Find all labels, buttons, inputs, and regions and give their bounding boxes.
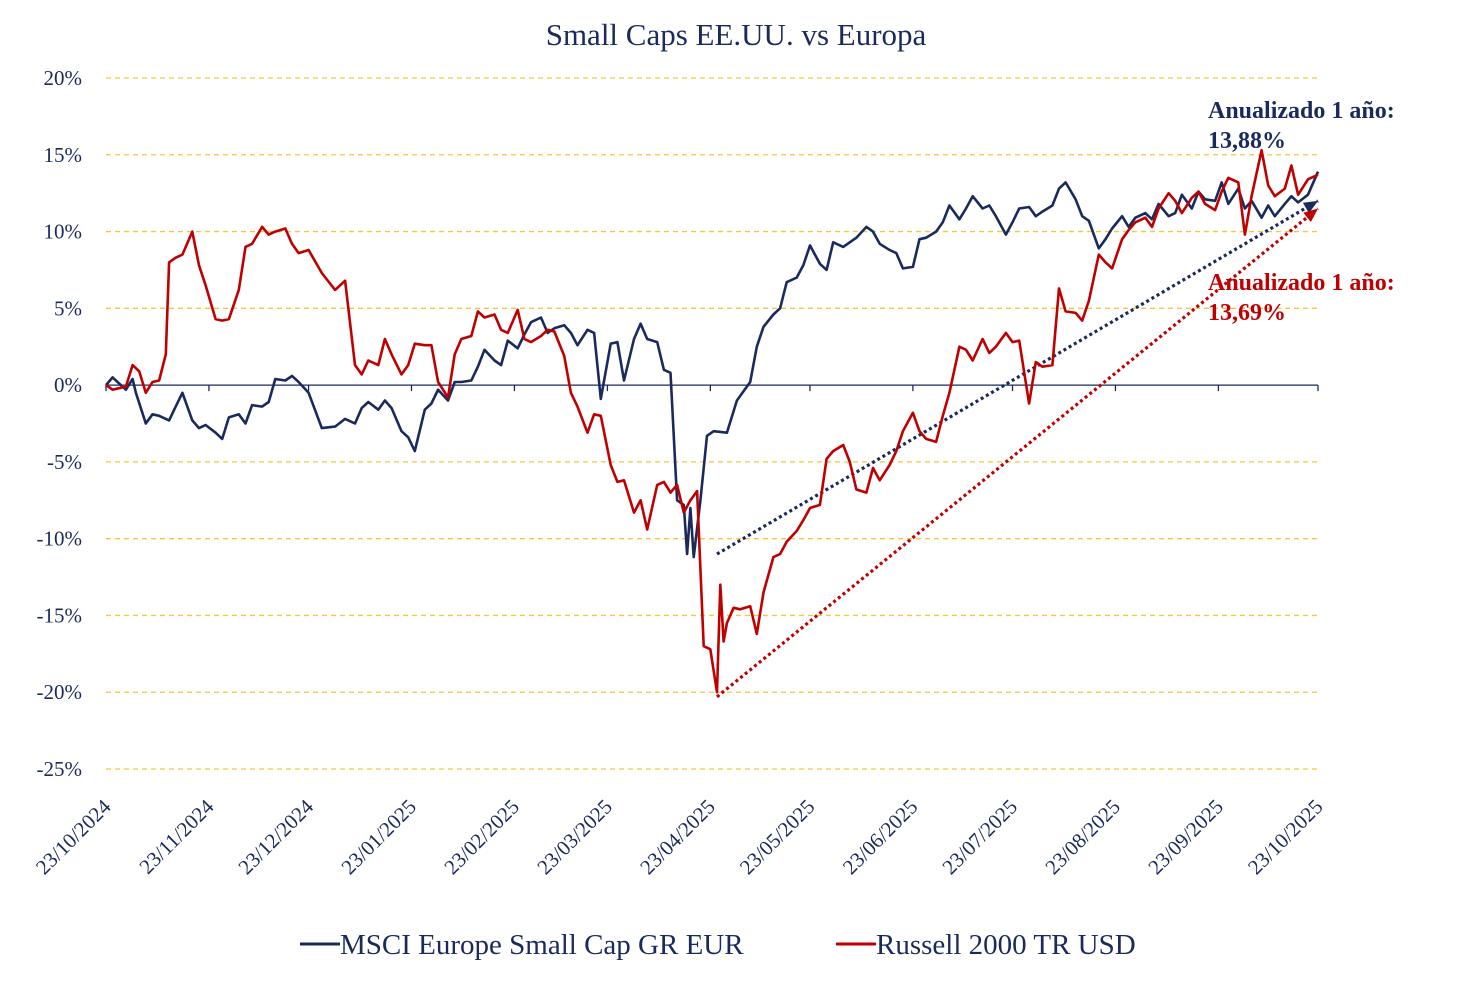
x-tick-label: 23/01/2025 bbox=[336, 795, 421, 880]
chart-title: Small Caps EE.UU. vs Europa bbox=[546, 17, 927, 52]
y-tick-label: -25% bbox=[37, 757, 83, 781]
annotation-value: 13,88% bbox=[1208, 128, 1286, 154]
y-tick-label: 5% bbox=[54, 296, 82, 320]
annotation-value: 13,69% bbox=[1208, 300, 1286, 326]
series-line bbox=[105, 148, 1319, 694]
y-tick-label: -10% bbox=[37, 527, 83, 551]
y-tick-label: 20% bbox=[44, 66, 83, 90]
x-axis: 23/10/2024 23/11/2024 23/12/2024 23/01/2025… bbox=[31, 384, 1328, 880]
x-tick-label: 23/12/2024 bbox=[233, 794, 318, 879]
x-tick-label: 23/07/2025 bbox=[937, 795, 1022, 880]
x-tick-label: 23/04/2025 bbox=[635, 795, 720, 880]
series-line bbox=[105, 171, 1320, 559]
x-tick-label: 23/09/2025 bbox=[1143, 795, 1228, 880]
x-tick-label: 23/10/2024 bbox=[31, 794, 116, 879]
grid-lines bbox=[106, 77, 1318, 770]
y-tick-label: 0% bbox=[54, 373, 82, 397]
x-tick-label: 23/11/2024 bbox=[134, 794, 218, 878]
x-tick-label: 23/02/2025 bbox=[439, 795, 524, 880]
trendlines bbox=[715, 199, 1320, 699]
y-tick-label: 10% bbox=[44, 220, 83, 244]
trendline-arrowhead bbox=[1302, 200, 1318, 214]
annotations: Anualizado 1 año: 13,88% Anualizado 1 año:… bbox=[1208, 98, 1395, 326]
y-tick-label: -5% bbox=[47, 450, 82, 474]
y-tick-label: -15% bbox=[37, 603, 83, 627]
y-tick-label: -20% bbox=[37, 680, 83, 704]
x-tick-label: 23/05/2025 bbox=[735, 795, 820, 880]
y-tick-label: 15% bbox=[44, 143, 83, 167]
x-tick-label: 23/10/2025 bbox=[1243, 795, 1328, 880]
x-tick-label: 23/03/2025 bbox=[532, 795, 617, 880]
legend-label: MSCI Europe Small Cap GR EUR bbox=[340, 929, 744, 961]
annotation-label: Anualizado 1 año: bbox=[1208, 98, 1395, 124]
legend-label: Russell 2000 TR USD bbox=[876, 929, 1136, 961]
x-tick-label: 23/06/2025 bbox=[838, 795, 923, 880]
x-tick-label: 23/08/2025 bbox=[1040, 795, 1125, 880]
trendline bbox=[716, 199, 1319, 556]
y-axis: 20% 15% 10% 5% 0% -5% -10% -15% -20% -25% bbox=[37, 66, 83, 781]
annotation-label: Anualizado 1 año: bbox=[1208, 270, 1395, 296]
trendline-arrowhead bbox=[1303, 208, 1318, 223]
legend: MSCI Europe Small Cap GR EUR Russell 2000… bbox=[300, 929, 1136, 961]
series-lines bbox=[105, 148, 1320, 694]
